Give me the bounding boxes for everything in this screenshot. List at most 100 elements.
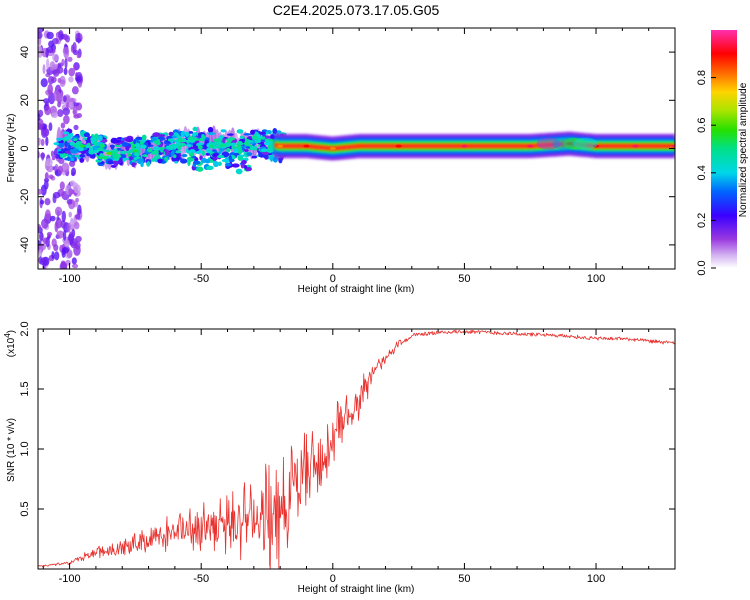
spectrogram-bright-spot [75,141,81,147]
spectrogram-noise-cell [49,215,56,222]
spectrogram-blob [211,153,219,158]
spectrogram-ridge-point [132,149,139,153]
spectrogram-noise-cell [56,216,60,221]
spectrogram-bright-spot [93,149,100,153]
spectrogram-heat-layer [38,28,675,269]
spectrogram-blob [83,132,91,138]
spectrogram-blob [119,153,127,159]
spectrogram-ridge-point [632,144,639,148]
colorbar-tick-label: 0.6 [696,118,708,133]
spectrogram-blob [188,130,194,134]
spectrogram-blob [146,161,151,167]
snr-multiplier-base: (x10 [6,337,17,357]
spectrogram-blob [101,138,108,143]
spectrogram-blob [157,134,166,137]
spectrogram-blob [78,147,84,152]
spectrogram-blob [168,131,174,137]
spectrogram-blob [114,144,123,148]
snr-ytick-label: 0.5 [19,501,31,516]
spectrogram-ridge-point [185,139,192,143]
spectrogram-noise-cell [46,31,54,40]
spectrogram-blob [174,150,182,154]
spectrogram-noise-cell [38,113,41,121]
spectrogram-noise-cell [73,114,80,119]
spectrogram-noise-cell [52,37,59,45]
spectrogram-blob [228,158,235,163]
spectrogram-noise-cell [76,53,81,59]
spectrogram-bright-spot [135,156,141,159]
spectrogram-blob [110,144,115,150]
spectrogram-blob [180,130,186,138]
spectrogram-bright-spot [119,150,127,155]
spectrogram-noise-cell [38,31,43,39]
spectrogram-noise-cell [61,58,65,65]
snr-series-line [38,329,675,569]
spectrogram-ridge-point [303,144,310,148]
spectrogram-ridge-point [158,147,165,150]
spectrogram-noise-cell [38,141,41,146]
spectrogram-blob [164,149,170,156]
spectrogram-noise-cell [57,77,62,83]
spectrogram-noise-cell [68,67,76,77]
chart-title: C2E4.2025.073.17.05.G05 [273,2,440,18]
colorbar-label: Normalized spectral amplitude [738,82,749,217]
spectrogram-noise-cell [72,105,78,117]
spectrogram-blob [125,137,134,143]
spectrogram-blob [192,126,198,132]
spectrogram-noise-cell [74,221,80,230]
spectrogram-bright-spot [247,140,254,143]
spectrogram-xtick-label: -50 [193,273,209,285]
spectrogram-blob [170,150,175,156]
spectrogram-bright-spot [103,155,108,160]
spectrogram-noise-cell [54,206,63,216]
snr-multiplier-close: ) [6,330,17,333]
spectrogram-blob [192,132,197,137]
spectrogram-blob [63,136,71,140]
spectrogram-bright-spot [151,151,156,155]
spectrogram-noise-cell [63,67,68,76]
spectrogram-blob [159,144,164,147]
spectrogram-blob [98,135,103,142]
spectrogram-noise-cell [63,114,70,125]
spectrogram-noise-cell [61,162,70,173]
spectrogram-blob [231,163,240,168]
spectrogram-blob [217,154,225,159]
spectrogram-noise-cell [59,181,65,191]
spectrogram-noise-cell [38,224,41,230]
spectrogram-blob [175,156,181,160]
spectrogram-bright-spot [184,131,190,137]
spectrogram-blob [64,140,68,148]
spectrogram-noise-cell [77,204,82,215]
spectrogram-blob [213,156,218,161]
spectrogram-blob [207,126,214,134]
spectrogram-ridge-point [461,144,468,148]
spectrogram-noise-cell [66,102,70,108]
spectrogram-bright-spot [250,146,255,151]
spectrogram-blob [272,127,278,135]
spectrogram-blob [70,149,78,154]
spectrogram-noise-cell [42,64,46,75]
spectrogram-blob [141,134,147,141]
spectrogram-noise-cell [43,98,50,104]
spectrogram-blob [270,134,275,140]
spectrogram-noise-cell [60,79,66,85]
spectrogram-blob [58,142,64,148]
spectrogram-bright-spot [102,149,110,153]
spectrogram-blob [150,137,158,142]
snr-series-layer [38,329,675,569]
spectrogram-noise-cell [46,231,53,237]
spectrogram-noise-cell [51,155,56,161]
spectrogram-blob [151,158,155,162]
spectrogram-bright-spot [196,142,204,146]
spectrogram-noise-cell [68,101,74,108]
snr-ytick-label: 2.0 [19,321,31,336]
spectrogram-blob [205,152,210,156]
spectrogram-blob [116,147,122,151]
spectrogram-ridge-point [79,144,86,148]
colorbar-tick-label: 0.2 [696,213,708,228]
spectrogram-ytick-label: -40 [19,237,31,253]
spectrogram-blob [243,148,249,152]
colorbar-ticks: 0.0 0.2 0.4 0.6 0.8 [696,70,716,276]
spectrogram-blob [62,131,70,135]
